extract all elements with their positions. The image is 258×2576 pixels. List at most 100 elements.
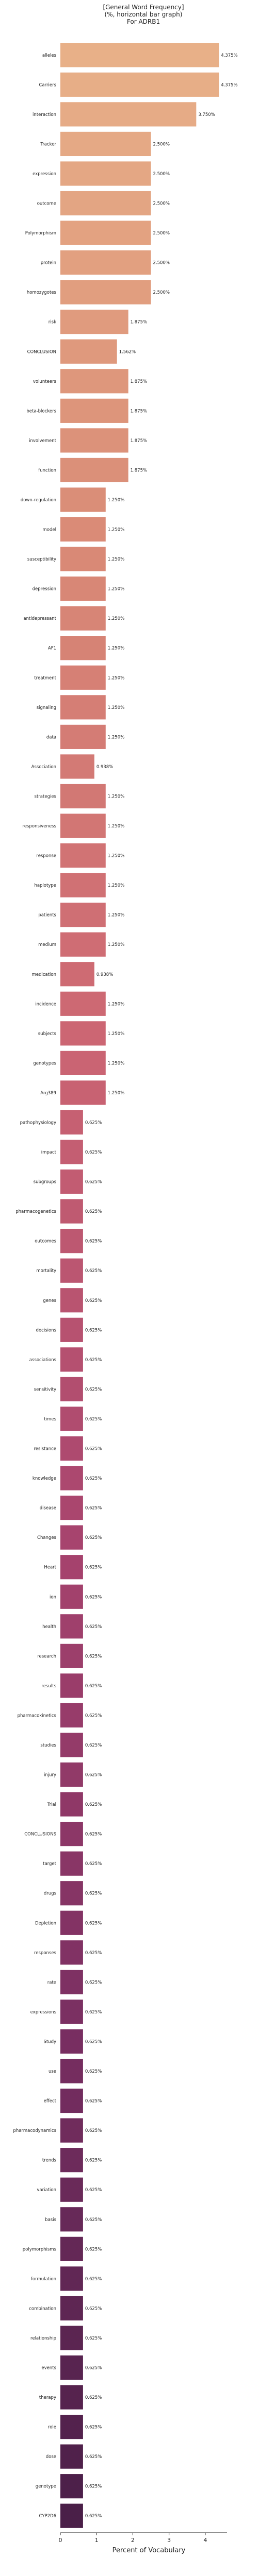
value-label: 1.250% (108, 675, 124, 681)
category-label: responses (34, 1951, 57, 1956)
bar (60, 487, 106, 512)
bar (60, 2266, 83, 2291)
category-label: times (44, 1417, 56, 1422)
value-label: 0.625% (85, 2365, 102, 2370)
value-label: 1.562% (119, 349, 136, 354)
value-label: 1.250% (108, 616, 124, 621)
category-label: volunteers (33, 379, 57, 384)
bar (60, 221, 151, 245)
category-label: drugs (44, 1891, 57, 1896)
bar (60, 1406, 83, 1431)
bar (60, 843, 106, 868)
bar (60, 991, 106, 1016)
value-label: 2.500% (153, 142, 170, 147)
value-label: 0.625% (85, 2010, 102, 2015)
value-label: 1.875% (131, 409, 147, 414)
value-label: 0.625% (85, 1595, 102, 1600)
category-label: mortality (36, 1268, 56, 1274)
value-label: 1.875% (131, 468, 147, 473)
category-label: resistance (34, 1447, 56, 1452)
value-label: 2.500% (153, 231, 170, 236)
category-label: outcome (37, 201, 56, 207)
bar (60, 191, 151, 216)
value-label: 0.625% (85, 1832, 102, 1837)
category-label: involvement (29, 438, 56, 444)
value-label: 1.250% (108, 883, 124, 888)
value-label: 4.375% (221, 53, 237, 58)
bar (60, 2088, 83, 2113)
value-label: 1.250% (108, 528, 124, 533)
chart-title-line: For ADRB1 (127, 18, 160, 25)
value-label: 1.250% (108, 854, 124, 859)
bar (60, 2355, 83, 2380)
bar (60, 2296, 83, 2320)
category-label: interaction (33, 112, 56, 117)
value-label: 0.625% (85, 1980, 102, 1985)
value-label: 0.625% (85, 1951, 102, 1956)
category-label: homozygotes (27, 290, 57, 295)
category-label: subgroups (34, 1180, 57, 1185)
bar (60, 2385, 83, 2410)
x-axis-label: Percent of Vocabulary (112, 2547, 186, 2554)
value-label: 1.250% (108, 942, 124, 947)
value-label: 0.625% (85, 2454, 102, 2460)
value-label: 0.625% (85, 1180, 102, 1185)
value-label: 0.625% (85, 1209, 102, 1214)
bar (60, 903, 106, 927)
value-label: 0.625% (85, 2395, 102, 2400)
category-label: pharmacogenetics (15, 1209, 56, 1214)
bar (60, 457, 128, 483)
category-label: pharmacodynamics (13, 2128, 57, 2133)
category-label: studies (40, 1743, 56, 1748)
category-label: combination (29, 2306, 56, 2311)
category-label: AF1 (48, 646, 56, 651)
category-label: polymorphisms (23, 2247, 57, 2252)
value-label: 0.625% (85, 1387, 102, 1392)
bar (60, 2414, 83, 2439)
bar (60, 2029, 83, 2054)
category-label: Polymorphism (25, 231, 56, 236)
value-label: 3.750% (198, 112, 215, 117)
value-label: 0.625% (85, 1743, 102, 1748)
bar (60, 1940, 83, 1965)
value-label: 1.250% (108, 557, 124, 562)
category-label: disease (40, 1506, 56, 1511)
bar (60, 1851, 83, 1876)
category-label: events (41, 2365, 56, 2370)
bar (60, 131, 151, 157)
value-label: 0.625% (85, 2188, 102, 2193)
bar (60, 1525, 83, 1550)
bar (60, 606, 106, 631)
category-label: patients (38, 913, 56, 918)
value-label: 0.625% (85, 1861, 102, 1867)
value-label: 0.625% (85, 1802, 102, 1807)
bar (60, 962, 94, 987)
category-label: research (37, 1654, 56, 1659)
value-label: 2.500% (153, 172, 170, 177)
category-label: role (48, 2425, 56, 2430)
category-label: associations (29, 1358, 57, 1363)
bar (60, 695, 106, 720)
bar (60, 72, 219, 97)
bar (60, 754, 94, 779)
category-label: Changes (37, 1535, 57, 1540)
category-label: Heart (44, 1565, 56, 1570)
value-label: 1.875% (131, 438, 147, 444)
value-label: 1.250% (108, 1061, 124, 1066)
value-label: 0.625% (85, 2277, 102, 2282)
bar (60, 1822, 83, 1846)
category-label: ion (50, 1595, 56, 1600)
value-label: 0.625% (85, 2158, 102, 2163)
category-label: pathophysiology (20, 1120, 56, 1125)
category-label: formulation (31, 2277, 56, 2282)
category-label: basis (45, 2217, 56, 2223)
category-label: outcomes (35, 1239, 56, 1244)
category-label: dose (46, 2454, 56, 2460)
bar (60, 1496, 83, 1520)
bar (60, 1466, 83, 1490)
value-label: 0.625% (85, 1713, 102, 1718)
category-label: pharmacokinetics (18, 1713, 57, 1718)
bar (60, 1021, 106, 1046)
category-label: function (38, 468, 56, 473)
category-label: relationship (30, 2336, 56, 2341)
